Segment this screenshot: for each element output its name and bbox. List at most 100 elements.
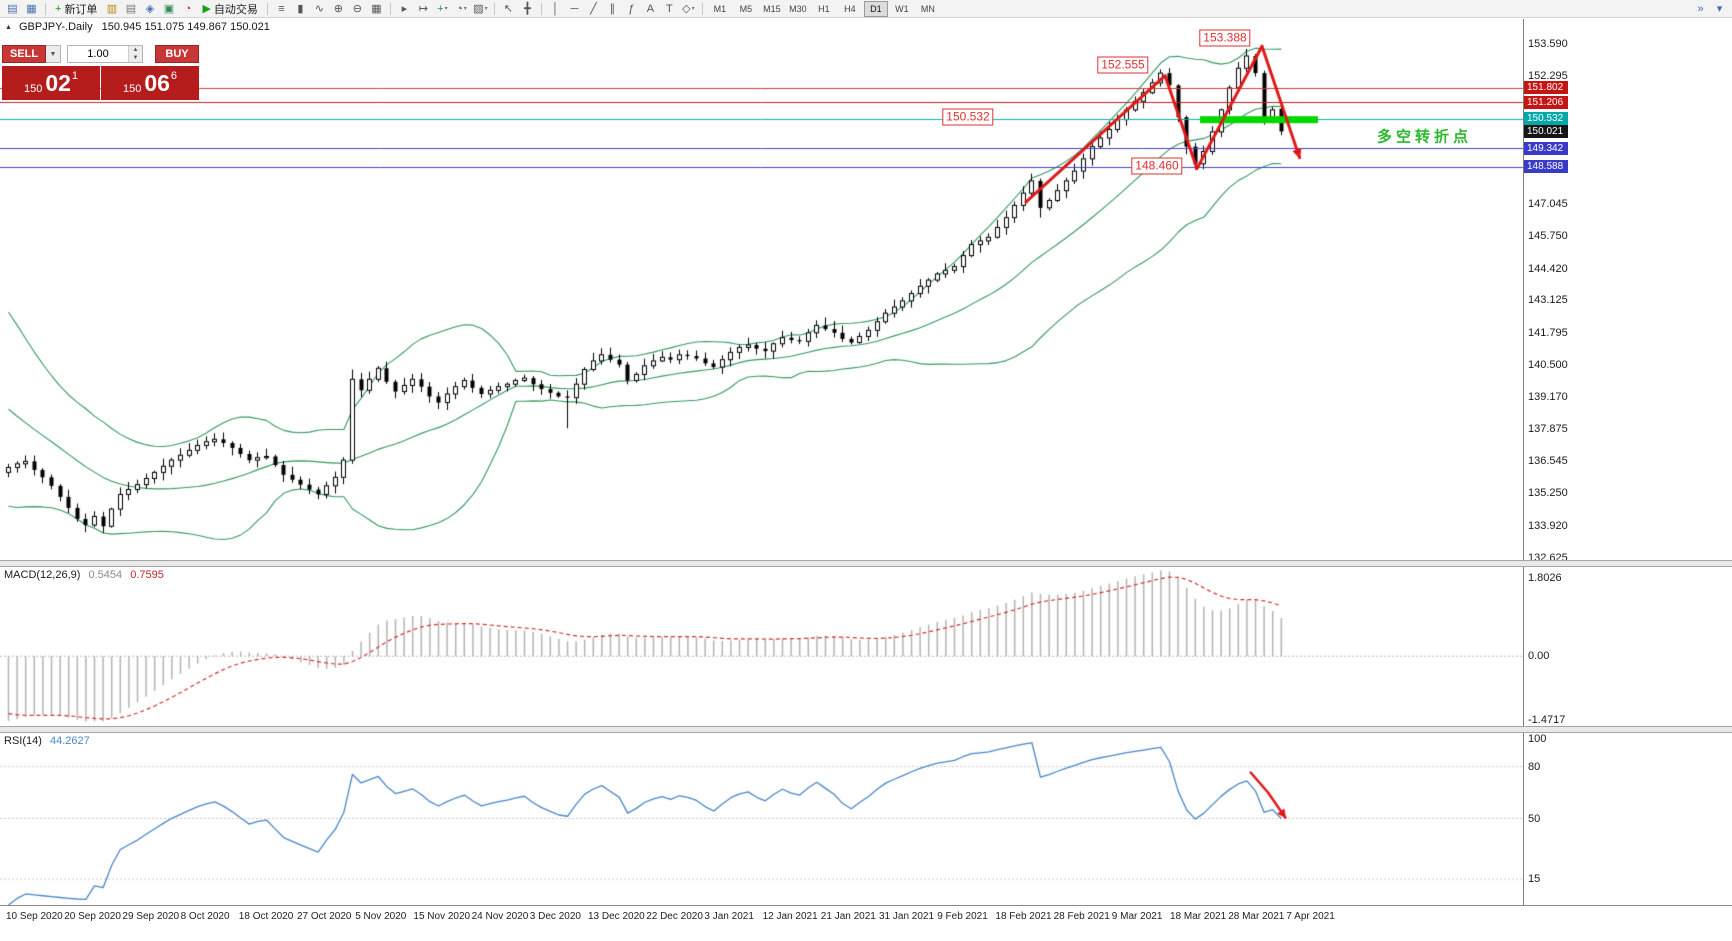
buy-button[interactable]: BUY bbox=[155, 45, 199, 63]
rsi-axis-label: 15 bbox=[1528, 873, 1541, 886]
rsi-indicator-label: RSI(14) 44.2627 bbox=[4, 735, 90, 747]
buy-price-main: 06 bbox=[144, 69, 170, 96]
date-label: 18 Feb 2021 bbox=[995, 911, 1052, 922]
timeframe-h4[interactable]: H4 bbox=[844, 3, 856, 14]
lot-stepper[interactable]: ▲ ▼ bbox=[128, 46, 142, 62]
turning-point-note[interactable]: 多空转折点 bbox=[1377, 128, 1473, 146]
date-label: 15 Nov 2020 bbox=[413, 911, 471, 922]
price-chart-canvas[interactable] bbox=[0, 19, 1523, 560]
toolbar-overflow-icon[interactable]: » bbox=[1697, 2, 1704, 15]
date-label: 18 Oct 2020 bbox=[238, 911, 294, 922]
price-annotation-box[interactable]: 150.532 bbox=[942, 108, 994, 126]
price-annotation-box[interactable]: 153.388 bbox=[1199, 29, 1251, 47]
templates-icon[interactable]: ▨ ▾ bbox=[473, 3, 488, 15]
bar-chart-icon[interactable]: ≡ bbox=[278, 2, 285, 15]
tile-windows-icon[interactable]: ▦ bbox=[371, 3, 382, 15]
price-annotation-box[interactable]: 152.555 bbox=[1097, 56, 1149, 74]
indicators-icon-caret: ▾ bbox=[444, 6, 448, 12]
auto-trading-button[interactable]: ▶ 自动交易 bbox=[197, 1, 262, 17]
chart-shift-icon[interactable]: ↦ bbox=[418, 3, 429, 15]
time-scale[interactable]: 10 Sep 2020 20 Sep 2020 29 Sep 2020 8 Oct 2… bbox=[0, 906, 1523, 932]
date-label: 22 Dec 2020 bbox=[646, 911, 703, 922]
rsi-axis-label: 50 bbox=[1528, 812, 1541, 825]
price-axis-label: 153.590 bbox=[1528, 37, 1568, 50]
macd-value-signal: 0.7595 bbox=[130, 569, 164, 581]
horizontal-line-icon[interactable]: ─ bbox=[570, 2, 579, 15]
toolbar-separator bbox=[540, 2, 542, 15]
timeframe-d1[interactable]: D1 bbox=[863, 0, 888, 17]
data-window-icon[interactable]: ▤ bbox=[125, 3, 137, 15]
line-chart-icon[interactable]: ∿ bbox=[314, 3, 325, 15]
panel-splitter[interactable] bbox=[0, 560, 1732, 567]
timeframe-m1[interactable]: M1 bbox=[713, 3, 727, 14]
date-label: 24 Nov 2020 bbox=[471, 911, 529, 922]
chart-profiles-icon[interactable]: ▦ bbox=[26, 3, 37, 15]
buy-price-sup: 6 bbox=[170, 70, 178, 82]
cursor-icon[interactable]: ↖ bbox=[503, 3, 514, 15]
price-axis-label: 137.875 bbox=[1528, 422, 1568, 435]
price-axis-label: 147.045 bbox=[1528, 198, 1568, 211]
toolbar-options-icon[interactable]: ▾ bbox=[1716, 3, 1723, 15]
auto-trading-button-label: 自动交易 bbox=[213, 3, 258, 16]
date-label: 10 Sep 2020 bbox=[6, 911, 63, 922]
strategy-tester-icon[interactable]: ◔ bbox=[184, 2, 192, 15]
text-icon[interactable]: A bbox=[646, 2, 655, 15]
zoom-in-icon[interactable]: ⊕ bbox=[333, 3, 344, 15]
arrows-icon[interactable]: ◇ ▾ bbox=[682, 3, 695, 15]
date-label: 27 Oct 2020 bbox=[297, 911, 352, 922]
sell-button[interactable]: SELL bbox=[2, 45, 46, 63]
rsi-name: RSI(14) bbox=[4, 735, 42, 747]
date-label: 21 Jan 2021 bbox=[820, 911, 876, 922]
candlestick-chart-icon[interactable]: ▮ bbox=[297, 3, 304, 15]
timeframe-mn[interactable]: MN bbox=[920, 3, 935, 14]
price-axis-label: 141.795 bbox=[1528, 326, 1568, 339]
macd-panel-canvas[interactable] bbox=[0, 566, 1523, 726]
buy-price-display[interactable]: 150 06 6 bbox=[101, 66, 199, 100]
date-label: 12 Jan 2021 bbox=[762, 911, 818, 922]
fibonacci-icon[interactable]: ƒ bbox=[628, 2, 635, 15]
rsi-axis-label: 100 bbox=[1528, 733, 1547, 745]
new-order-button[interactable]: + 新订单 bbox=[50, 1, 102, 17]
date-label: 29 Sep 2020 bbox=[122, 911, 180, 922]
lot-size-input[interactable] bbox=[68, 46, 128, 62]
zoom-out-icon[interactable]: ⊖ bbox=[352, 3, 363, 15]
navigator-icon[interactable]: ◈ bbox=[145, 3, 155, 15]
price-axis-label: 136.545 bbox=[1528, 455, 1568, 468]
periods-icon[interactable]: ◔ ▾ bbox=[456, 2, 467, 15]
vertical-line-icon[interactable]: │ bbox=[551, 2, 559, 15]
rsi-panel-canvas[interactable] bbox=[0, 732, 1523, 905]
auto-trading-button-icon: ▶ bbox=[202, 3, 211, 15]
channel-icon[interactable]: ∥ bbox=[609, 3, 616, 15]
terminal-icon[interactable]: ▣ bbox=[163, 3, 175, 15]
new-chart-icon[interactable]: ▤ bbox=[7, 3, 18, 15]
chart-title: ▲ GBPJPY-.Daily 150.945 151.075 149.867 … bbox=[5, 21, 270, 33]
panel-splitter[interactable] bbox=[0, 726, 1732, 733]
auto-scroll-icon[interactable]: ▸ bbox=[401, 3, 408, 15]
sell-price-display[interactable]: 150 02 1 bbox=[2, 66, 100, 100]
toolbar-separator bbox=[389, 2, 391, 15]
macd-axis-label: -1.4717 bbox=[1528, 714, 1566, 727]
text-label-icon[interactable]: T bbox=[666, 2, 673, 15]
trendline-icon[interactable]: ╱ bbox=[590, 3, 597, 15]
order-options-caret-icon[interactable]: ▼ bbox=[46, 45, 61, 63]
new-order-button-label: 新订单 bbox=[64, 3, 98, 16]
price-line-badge: 150.021 bbox=[1524, 124, 1568, 138]
date-label: 31 Jan 2021 bbox=[879, 911, 935, 922]
crosshair-icon[interactable]: ╋ bbox=[524, 3, 531, 15]
market-watch-icon[interactable]: ▥ bbox=[106, 3, 118, 15]
indicators-icon[interactable]: + ▾ bbox=[437, 2, 448, 15]
date-label: 8 Oct 2020 bbox=[180, 911, 230, 922]
toolbar-separator bbox=[45, 2, 46, 15]
timeframe-h1[interactable]: H1 bbox=[818, 3, 830, 14]
timeframe-m30[interactable]: M30 bbox=[789, 3, 807, 14]
price-axis-label: 145.750 bbox=[1528, 230, 1568, 243]
price-annotation-box[interactable]: 148.460 bbox=[1131, 157, 1183, 175]
chart-symbol-period: GBPJPY-.Daily bbox=[19, 21, 93, 33]
timeframe-w1[interactable]: W1 bbox=[895, 3, 909, 14]
lot-step-up-icon[interactable]: ▲ bbox=[129, 46, 142, 54]
chart-window-icon: ▲ bbox=[5, 24, 12, 31]
lot-step-down-icon[interactable]: ▼ bbox=[129, 54, 142, 62]
timeframe-m15[interactable]: M15 bbox=[763, 3, 781, 14]
timeframe-m5[interactable]: M5 bbox=[739, 3, 753, 14]
